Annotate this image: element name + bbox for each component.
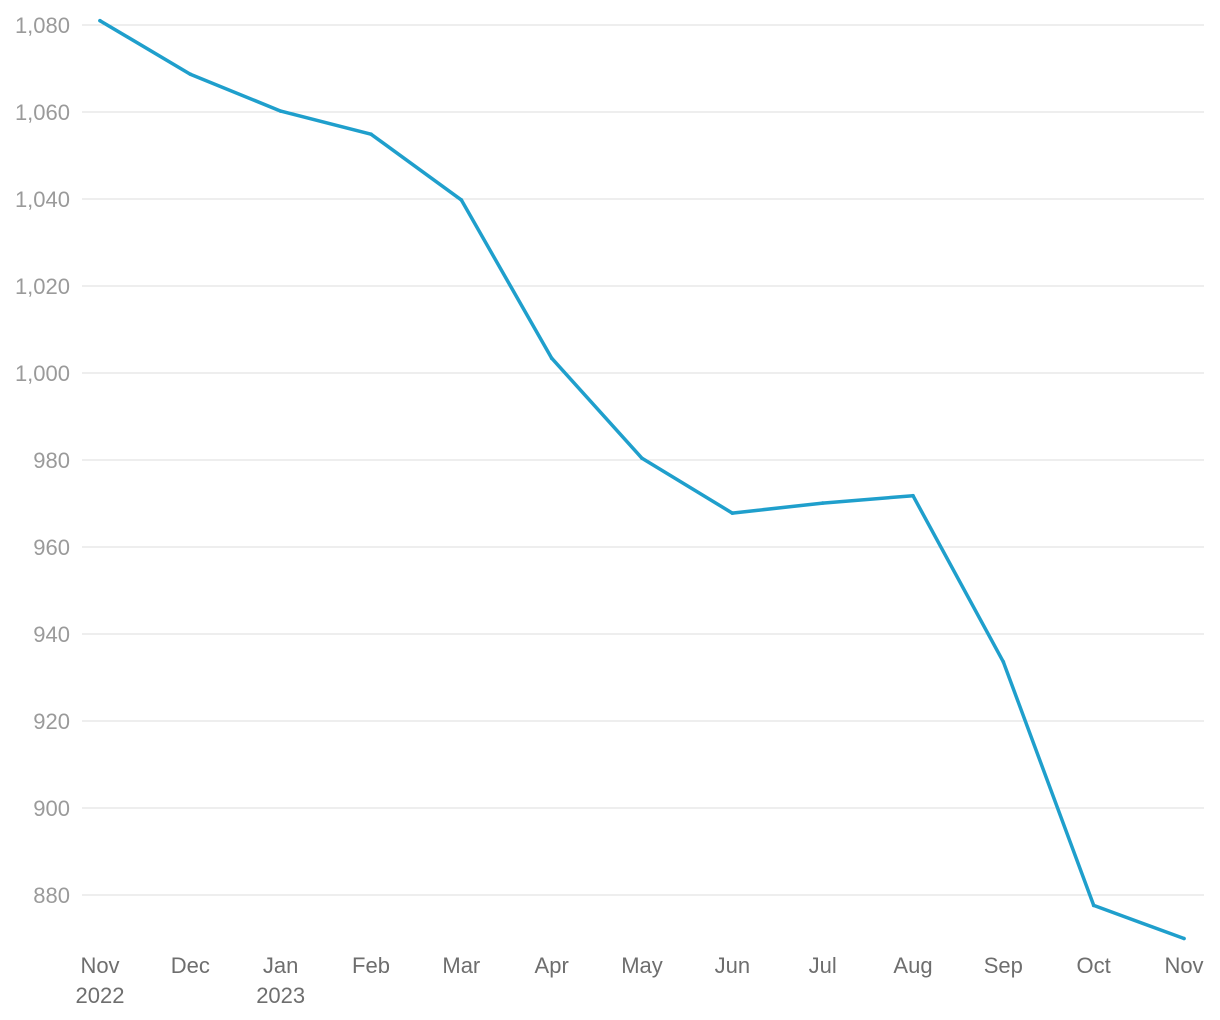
y-tick-label: 1,060 bbox=[15, 100, 70, 125]
data-point bbox=[369, 132, 373, 136]
x-axis-ticks: Nov 2022 Dec Jan 2023 Feb Mar Apr May Jun Jul Aug Se… bbox=[76, 953, 1204, 1008]
y-tick-label: 880 bbox=[33, 883, 70, 908]
data-point bbox=[188, 72, 193, 76]
y-tick-label: 980 bbox=[33, 448, 70, 473]
data-point bbox=[1001, 660, 1006, 664]
series-line bbox=[98, 18, 1186, 941]
y-tick-label: 1,000 bbox=[15, 361, 70, 386]
x-tick-label: Sep bbox=[984, 953, 1023, 978]
data-point bbox=[820, 501, 825, 505]
y-tick-label: 1,020 bbox=[15, 274, 70, 299]
data-point bbox=[459, 198, 464, 202]
x-tick-label: Apr bbox=[535, 953, 569, 978]
data-point bbox=[549, 356, 554, 361]
data-point bbox=[1091, 903, 1096, 908]
x-tick-label: May bbox=[621, 953, 663, 978]
x-tick-label: Jun bbox=[715, 953, 750, 978]
data-point bbox=[278, 109, 283, 113]
data-point bbox=[98, 18, 102, 23]
data-point bbox=[911, 493, 915, 498]
y-tick-label: 1,040 bbox=[15, 187, 70, 212]
series-layer bbox=[98, 18, 1186, 941]
x-tick-label: Mar bbox=[442, 953, 480, 978]
x-tick-year-label: 2022 bbox=[76, 983, 125, 1008]
data-point bbox=[730, 511, 735, 515]
y-tick-label: 960 bbox=[33, 535, 70, 560]
y-axis-ticks: 880 900 920 940 960 980 1,000 1,020 1,040 1,060 1,… bbox=[15, 13, 70, 908]
y-tick-label: 940 bbox=[33, 622, 70, 647]
data-point bbox=[640, 456, 644, 461]
x-tick-label: Oct bbox=[1077, 953, 1111, 978]
x-tick-label: Nov bbox=[80, 953, 119, 978]
y-tick-label: 920 bbox=[33, 709, 70, 734]
x-tick-year-label: 2023 bbox=[256, 983, 305, 1008]
y-tick-label: 900 bbox=[33, 796, 70, 821]
x-tick-label: Dec bbox=[171, 953, 210, 978]
y-tick-label: 1,080 bbox=[15, 13, 70, 38]
x-tick-label: Jan bbox=[263, 953, 298, 978]
data-point bbox=[1182, 936, 1186, 941]
x-tick-label: Feb bbox=[352, 953, 390, 978]
x-tick-label: Nov bbox=[1164, 953, 1203, 978]
x-tick-label: Jul bbox=[809, 953, 837, 978]
x-tick-label: Aug bbox=[893, 953, 932, 978]
